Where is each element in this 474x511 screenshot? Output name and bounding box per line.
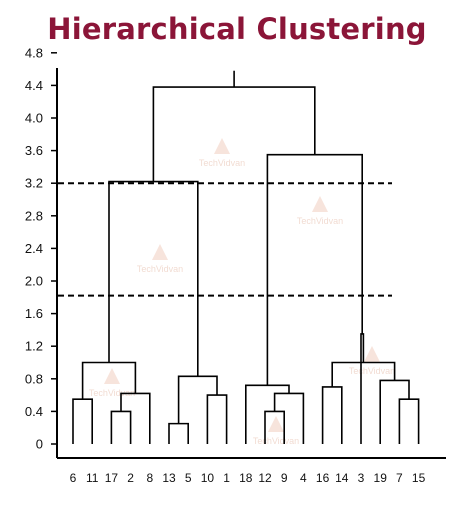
watermark-logo: TechVidvan	[297, 196, 343, 226]
leaf-label: 11	[86, 471, 99, 485]
y-tick-label: 2.4	[25, 241, 43, 256]
dendrogram-link	[72, 398, 93, 444]
watermark-text: TechVidvan	[253, 436, 299, 446]
watermark-flame-icon	[364, 346, 380, 362]
dendrogram-link	[110, 410, 132, 444]
leaf-label: 15	[412, 471, 426, 485]
dendrogram-link	[177, 375, 218, 424]
y-tick-label: 4.0	[25, 111, 43, 126]
watermark-layer: TechVidvan TechVidvan TechVidvan TechVidvan…	[89, 138, 395, 446]
leaf-label: 1	[223, 471, 230, 485]
leaf-label: 14	[335, 471, 349, 485]
watermark-logo: TechVidvan	[253, 416, 299, 446]
watermark-text: TechVidvan	[199, 158, 245, 168]
dendrogram-link	[360, 333, 365, 444]
leaf-label: 5	[185, 471, 192, 485]
y-tick-label: 0.8	[25, 371, 43, 386]
watermark-text: TechVidvan	[137, 264, 183, 274]
watermark-flame-icon	[312, 196, 328, 212]
watermark-flame-icon	[214, 138, 230, 154]
leaf-label: 13	[162, 471, 176, 485]
leaf-label: 7	[396, 471, 403, 485]
y-tick-label: 1.2	[25, 339, 43, 354]
watermark-flame-icon	[104, 368, 120, 384]
leaf-label: 19	[374, 471, 388, 485]
y-tick-label: 1.6	[25, 306, 43, 321]
leaf-labels: 6 11 17 2 8 13 5 10 1 18 12 9 4 16 14 3 19 7 15	[70, 471, 426, 485]
dendrogram-link	[321, 386, 343, 444]
dendrogram-link	[266, 153, 363, 386]
leaf-label: 4	[300, 471, 307, 485]
y-tick-label: 0.4	[25, 404, 43, 419]
leaf-label: 12	[258, 471, 272, 485]
dendrogram-link	[120, 392, 151, 444]
watermark-flame-icon	[152, 244, 168, 260]
y-tick-label: 2.8	[25, 208, 43, 223]
dendrogram-link	[168, 422, 189, 444]
chart-title: Hierarchical Clustering	[47, 12, 427, 46]
y-tick-label: 0	[36, 437, 43, 452]
watermark-logo: TechVidvan	[137, 244, 183, 274]
watermark-text: TechVidvan	[349, 366, 395, 376]
dendrogram-link	[108, 180, 199, 377]
leaf-label: 16	[316, 471, 330, 485]
dendrogram-link	[379, 379, 410, 444]
watermark-logo: TechVidvan	[349, 346, 395, 376]
leaf-label: 18	[239, 471, 253, 485]
leaf-label: 3	[358, 471, 365, 485]
leaf-label: 6	[70, 471, 77, 485]
dendrogram-link	[206, 394, 228, 444]
dendrogram-branches	[72, 70, 420, 444]
cut-lines	[58, 182, 392, 297]
y-tick-label: 2.0	[25, 274, 43, 289]
y-axis: 0 0.4 0.8 1.2 1.6 2.0 2.4 2.8 3.2 3.6 4.0 4.4 4.8	[25, 45, 446, 459]
watermark-flame-icon	[268, 416, 284, 432]
leaf-label: 17	[105, 471, 119, 485]
leaf-label: 2	[127, 471, 134, 485]
watermark-logo: TechVidvan	[199, 138, 245, 168]
leaf-label: 10	[201, 471, 215, 485]
y-tick-label: 4.4	[25, 78, 43, 93]
leaf-label: 9	[281, 471, 288, 485]
y-tick-label: 3.6	[25, 143, 43, 158]
watermark-logo: TechVidvan	[89, 368, 135, 398]
leaf-label: 8	[146, 471, 153, 485]
dendrogram-link	[398, 398, 420, 444]
watermark-text: TechVidvan	[89, 388, 135, 398]
watermark-text: TechVidvan	[297, 216, 343, 226]
y-tick-label: 3.2	[25, 176, 43, 191]
y-tick-label: 4.8	[25, 45, 43, 60]
